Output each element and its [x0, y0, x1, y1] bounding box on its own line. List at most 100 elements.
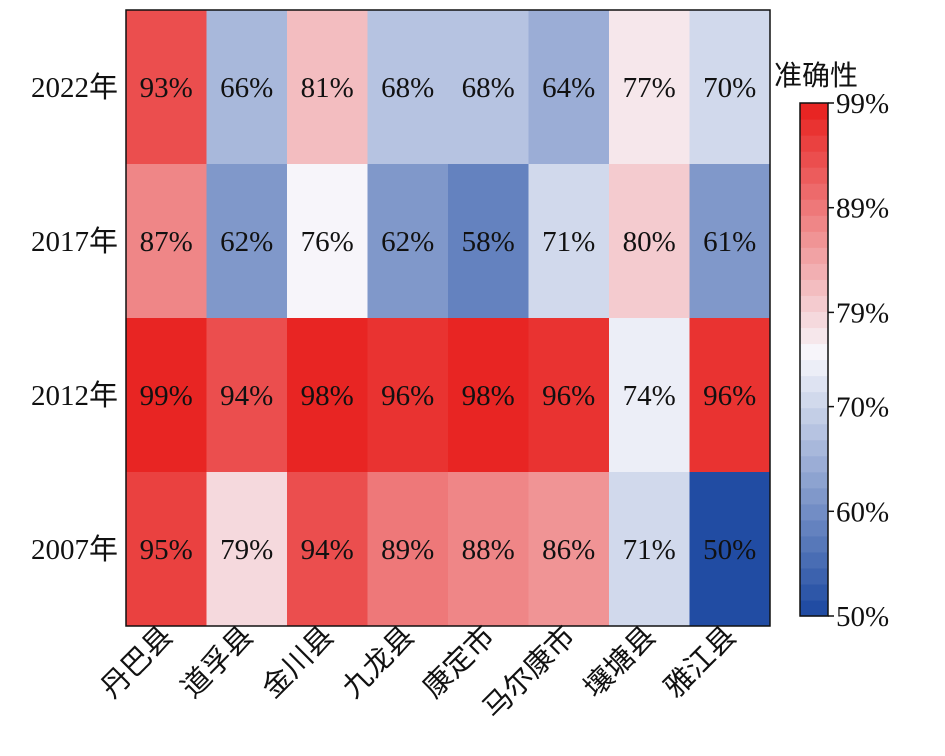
heatmap-cell: [609, 164, 690, 319]
cell-value-label: 71%: [542, 226, 595, 258]
row-label: 2017年: [31, 225, 118, 258]
cell-value-label: 70%: [703, 72, 756, 104]
colorbar-tick-label: 99%: [836, 88, 889, 120]
colorbar-segment: [800, 215, 828, 232]
colorbar-segment: [800, 327, 828, 345]
cell-value-label: 62%: [220, 226, 273, 258]
colorbar-segment: [800, 599, 828, 617]
cell-value-label: 93%: [140, 72, 193, 104]
colorbar-segment: [800, 567, 828, 585]
row-labels: 2022年 2017年 2012年 2007年: [31, 71, 118, 566]
heatmap-cell: [689, 318, 771, 473]
heatmap-cell: [367, 318, 449, 473]
colorbar-segment: [800, 535, 828, 553]
heatmap-cell: [528, 318, 610, 473]
colorbar-segment: [800, 183, 828, 200]
cell-value-label: 80%: [623, 226, 676, 258]
colorbar-frame: [799, 102, 829, 617]
colorbar-segment: [800, 423, 828, 441]
colorbar-segment: [800, 295, 828, 313]
heatmap-cell: [126, 164, 207, 319]
heatmap-cell: [206, 164, 288, 319]
heatmap-cells: [126, 10, 771, 627]
cell-value-label: 77%: [623, 72, 676, 104]
colorbar-segment: [800, 103, 828, 120]
colorbar-segment: [800, 487, 828, 505]
column-label: 壤塘县: [577, 619, 663, 705]
cell-value-label: 96%: [703, 380, 756, 412]
heatmap-cell: [287, 318, 368, 473]
cell-value-label: 76%: [301, 226, 354, 258]
colorbar-segment: [800, 359, 828, 377]
colorbar-segment: [800, 519, 828, 537]
heatmap-cell: [287, 10, 368, 165]
colorbar-segment: [800, 247, 828, 264]
colorbar: 准确性 50% 60% 70% 79% 89% 99%: [774, 59, 889, 633]
heatmap-cell: [367, 164, 449, 319]
heatmap-cell: [609, 10, 690, 165]
heatmap-cell: [448, 318, 529, 473]
cell-value-label: 94%: [301, 534, 354, 566]
colorbar-tick-label: 50%: [836, 601, 889, 633]
colorbar-segment: [800, 135, 828, 152]
heatmap-cell: [367, 472, 449, 627]
cell-value-label: 68%: [381, 72, 434, 104]
heatmap-cell: [206, 10, 288, 165]
cell-value-label: 68%: [462, 72, 515, 104]
column-label: 丹巴县: [94, 619, 180, 705]
cell-value-label: 50%: [703, 534, 756, 566]
cell-value-label: 94%: [220, 380, 273, 412]
colorbar-segment: [800, 151, 828, 168]
colorbar-segments: [800, 103, 828, 617]
plot-frame: [125, 9, 771, 627]
cell-value-label: 96%: [542, 380, 595, 412]
heatmap-cell: [287, 164, 368, 319]
heatmap-cell: [609, 472, 690, 627]
heatmap-cell: [689, 10, 771, 165]
cell-value-label: 98%: [301, 380, 354, 412]
heatmap-cell: [528, 472, 610, 627]
cell-value-label: 86%: [542, 534, 595, 566]
row-label: 2022年: [31, 71, 118, 104]
colorbar-tick-label: 89%: [836, 193, 889, 225]
column-label: 雅江县: [657, 619, 743, 705]
heatmap-cell: [528, 164, 610, 319]
cell-value-label: 71%: [623, 534, 676, 566]
cell-value-label: 98%: [462, 380, 515, 412]
colorbar-segment: [800, 343, 828, 361]
cell-value-label: 61%: [703, 226, 756, 258]
heatmap-cell: [126, 318, 207, 473]
column-label: 道孚县: [174, 619, 260, 705]
cell-value-label: 89%: [381, 534, 434, 566]
colorbar-segment: [800, 231, 828, 248]
cell-value-label: 74%: [623, 380, 676, 412]
heatmap-cell: [126, 10, 207, 165]
colorbar-segment: [800, 471, 828, 489]
heatmap-cell: [448, 164, 529, 319]
colorbar-segment: [800, 263, 828, 280]
row-label: 2012年: [31, 379, 118, 412]
row-label: 2007年: [31, 533, 118, 566]
cell-value-label: 62%: [381, 226, 434, 258]
heatmap-cell: [689, 472, 771, 627]
cell-value-labels: 93% 66% 81% 68% 68% 64% 77% 70% 87% 62% 76% 62% 58% 7…: [140, 72, 757, 566]
colorbar-tick-label: 79%: [836, 297, 889, 329]
heatmap-cell: [126, 472, 207, 627]
heatmap-cell: [448, 472, 529, 627]
cell-value-label: 95%: [140, 534, 193, 566]
colorbar-ticks: 50% 60% 70% 79% 89% 99%: [828, 88, 889, 633]
cell-value-label: 99%: [140, 380, 193, 412]
colorbar-segment: [800, 199, 828, 216]
colorbar-segment: [800, 375, 828, 393]
colorbar-segment: [800, 439, 828, 457]
cell-value-label: 79%: [220, 534, 273, 566]
heatmap-cell: [206, 318, 288, 473]
colorbar-title: 准确性: [774, 59, 858, 92]
colorbar-segment: [800, 583, 828, 601]
colorbar-segment: [800, 551, 828, 569]
heatmap-cell: [609, 318, 690, 473]
cell-value-label: 88%: [462, 534, 515, 566]
column-label: 九龙县: [335, 619, 421, 705]
